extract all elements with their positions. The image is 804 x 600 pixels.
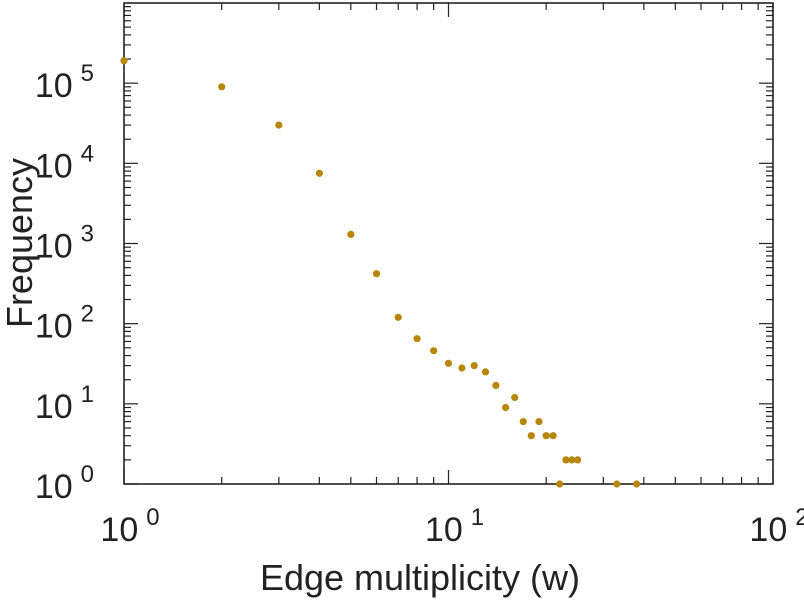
minor-ticks xyxy=(124,3,773,484)
x-tick-label: 10 1 xyxy=(425,504,484,549)
x-tick-labels: 10 0 10 1 10 2 xyxy=(100,504,804,549)
data-point xyxy=(633,480,641,488)
data-point xyxy=(470,362,478,370)
data-point xyxy=(542,432,550,440)
data-point xyxy=(347,230,355,238)
data-point xyxy=(275,121,283,129)
data-point xyxy=(535,418,543,426)
data-point xyxy=(511,393,519,402)
y-tick-label: 10 4 xyxy=(35,140,94,185)
data-point xyxy=(120,57,128,65)
data-point xyxy=(430,347,438,355)
y-tick-label: 10 1 xyxy=(35,381,94,426)
data-point xyxy=(394,313,402,321)
data-point xyxy=(444,359,453,367)
data-point xyxy=(492,381,500,389)
y-tick-label: 10 0 xyxy=(35,461,94,506)
data-point xyxy=(562,456,570,464)
x-axis-label: Edge multiplicity (w) xyxy=(260,557,580,598)
data-point xyxy=(568,456,576,464)
data-point xyxy=(372,270,381,278)
data-point xyxy=(556,480,564,488)
y-axis-label: Frequency xyxy=(0,158,40,328)
data-point xyxy=(315,169,323,177)
plot-frame xyxy=(123,2,774,485)
data-point xyxy=(218,83,226,91)
y-tick-label: 10 2 xyxy=(35,301,94,346)
data-point xyxy=(502,403,510,412)
major-ticks xyxy=(123,3,774,485)
data-point xyxy=(458,364,466,372)
data-point xyxy=(527,432,535,440)
data-point xyxy=(481,368,490,376)
data-point xyxy=(519,418,527,426)
data-point xyxy=(613,480,621,488)
data-point xyxy=(574,456,582,464)
data-point xyxy=(549,432,557,440)
data-points xyxy=(120,57,641,488)
data-point xyxy=(413,335,421,343)
y-tick-label: 10 3 xyxy=(35,221,94,266)
x-tick-label: 10 2 xyxy=(749,504,804,549)
x-tick-label: 10 0 xyxy=(100,504,159,549)
y-tick-label: 10 5 xyxy=(35,60,94,105)
